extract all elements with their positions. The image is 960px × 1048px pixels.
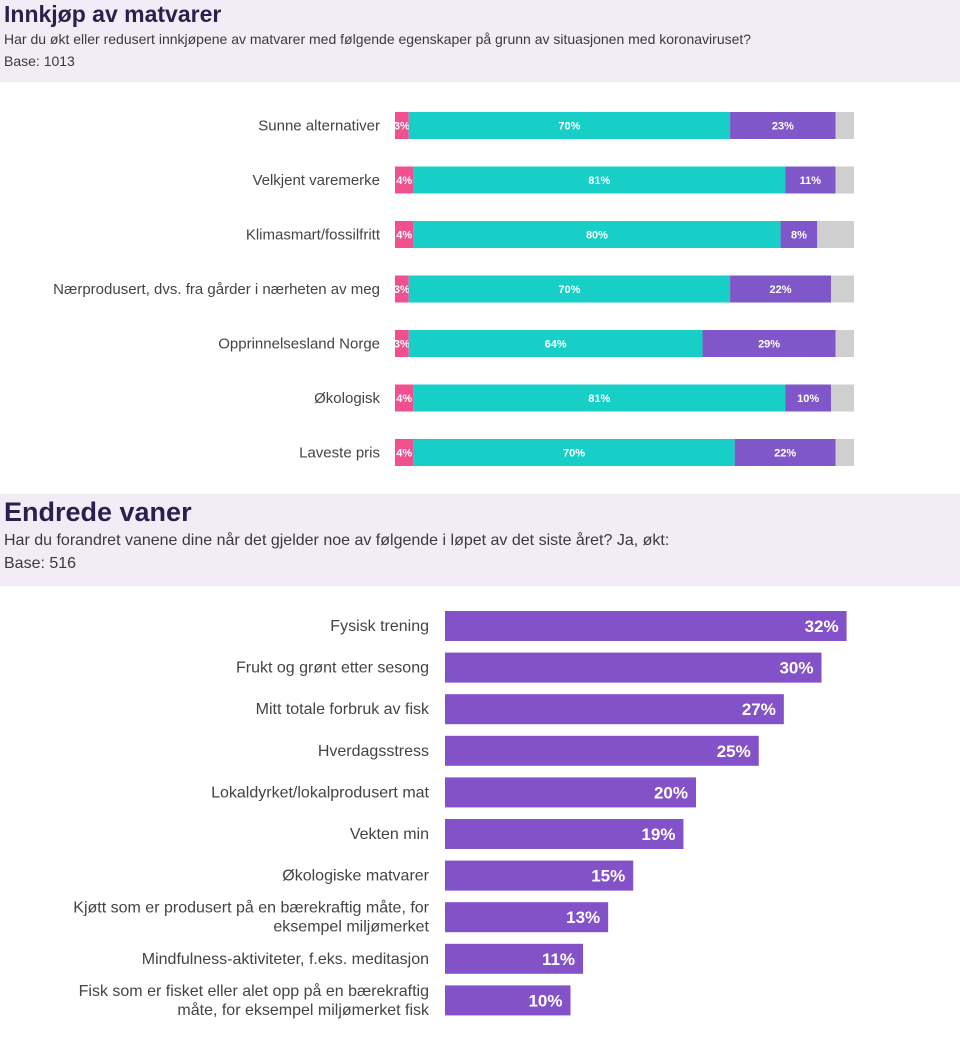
bar [445,819,684,849]
value-label: 20% [654,783,688,802]
section2-subtitle: Har du forandret vanene dine når det gje… [4,531,670,549]
bar [445,860,634,891]
reduced-segment [395,439,414,466]
value-label: 70% [563,448,585,460]
category-label: Fysisk trening [330,618,429,635]
increased-segment [785,166,836,194]
value-label: 22% [770,284,792,296]
unchanged-segment [408,275,731,303]
section2-base: Base: 516 [4,554,77,572]
category-label: Lokaldyrket/lokalprodusert mat [211,784,429,801]
value-label: 13% [566,908,600,927]
value-label: 30% [779,659,813,678]
value-label: 70% [558,284,580,296]
category-label: Fisk som er fisket eller alet opp på en … [79,982,429,1000]
value-label: 81% [588,393,610,405]
unchanged-segment [408,330,703,357]
section2-header: Endrede vaner Har du forandret vanene di… [0,494,960,586]
category-label: Økologiske matvarer [282,868,429,885]
increased-segment [785,384,832,412]
value-label: 32% [805,617,839,636]
category-label: Opprinnelsesland Norge [218,336,380,353]
bar [445,652,822,683]
value-label: 15% [591,867,625,886]
increased-segment [730,112,836,139]
category-label: Hverdagsstress [318,743,429,760]
section2-title: Endrede vaner [4,497,192,527]
category-label: eksempel miljømerket [273,919,429,936]
category-label: Velkjent varemerke [252,172,380,189]
value-label: 4% [396,393,412,405]
section1-header: Innkjøp av matvarer Har du økt eller red… [0,0,960,82]
reduced-segment [395,384,414,412]
increased-segment [702,330,836,357]
increased-segment [730,275,832,303]
value-label: 4% [396,448,412,460]
unsure-segment [835,330,854,357]
unchanged-segment [413,384,786,412]
value-label: 11% [800,175,822,187]
bar [445,943,584,974]
value-label: 10% [797,393,819,405]
bar [445,985,571,1016]
reduced-segment [395,166,414,194]
value-label: 11% [542,950,575,969]
category-label: Sunne alternativer [258,118,380,135]
category-label: Klimasmart/fossilfritt [246,227,381,244]
reduced-segment [395,112,409,139]
bar [445,902,609,933]
value-label: 70% [558,121,580,133]
value-label: 22% [774,448,796,460]
value-label: 4% [396,230,412,242]
value-label: 27% [742,700,776,719]
unsure-segment [831,384,854,412]
increased-segment [780,221,818,248]
bar [445,611,847,641]
value-label: 8% [791,230,807,242]
unsure-segment [835,439,854,466]
category-label: Nærprodusert, dvs. fra gårder i nærheten… [53,281,380,298]
value-label: 80% [586,230,608,242]
value-label: 81% [588,175,610,187]
bar [445,777,696,808]
category-label: Mindfulness-aktiviteter, f.eks. meditasj… [142,951,429,968]
habits-bar-chart: Fysisk trening 32% Frukt og grønt etter se… [73,611,847,1019]
category-label: Økologisk [314,390,380,407]
category-label: Frukt og grønt etter sesong [236,660,429,677]
bar [445,735,759,766]
reduced-segment [395,330,409,357]
category-label: Kjøtt som er produsert på en bærekraftig… [73,899,429,917]
purchases-stacked-bar-chart: Sunne alternativer 3% 70% 23% Velkjent varem… [53,112,854,466]
category-label: Mitt totale forbruk av fisk [256,701,430,718]
unsure-segment [817,221,854,248]
unsure-segment [831,275,854,303]
reduced-segment [395,275,409,303]
category-label: Laveste pris [299,445,380,462]
unchanged-segment [408,112,731,139]
value-label: 25% [717,742,751,761]
unsure-segment [835,112,854,139]
section1-base: Base: 1013 [4,52,75,69]
value-label: 4% [396,175,412,187]
section1-subtitle: Har du økt eller redusert innkjøpene av … [4,31,752,48]
value-label: 19% [641,825,675,844]
value-label: 29% [758,339,780,351]
reduced-segment [395,221,414,248]
value-label: 10% [528,991,562,1010]
value-label: 3% [394,284,410,296]
category-label: måte, for eksempel miljømerket fisk [177,1001,430,1019]
unsure-segment [835,166,854,194]
category-label: Vekten min [350,826,429,843]
unchanged-segment [413,166,786,194]
value-label: 3% [394,121,410,133]
bar [445,694,784,725]
value-label: 3% [394,339,410,351]
unchanged-segment [413,221,781,248]
section1-title: Innkjøp av matvarer [4,1,222,27]
value-label: 23% [772,121,794,133]
unchanged-segment [413,439,735,466]
value-label: 64% [545,339,567,351]
increased-segment [734,439,836,466]
